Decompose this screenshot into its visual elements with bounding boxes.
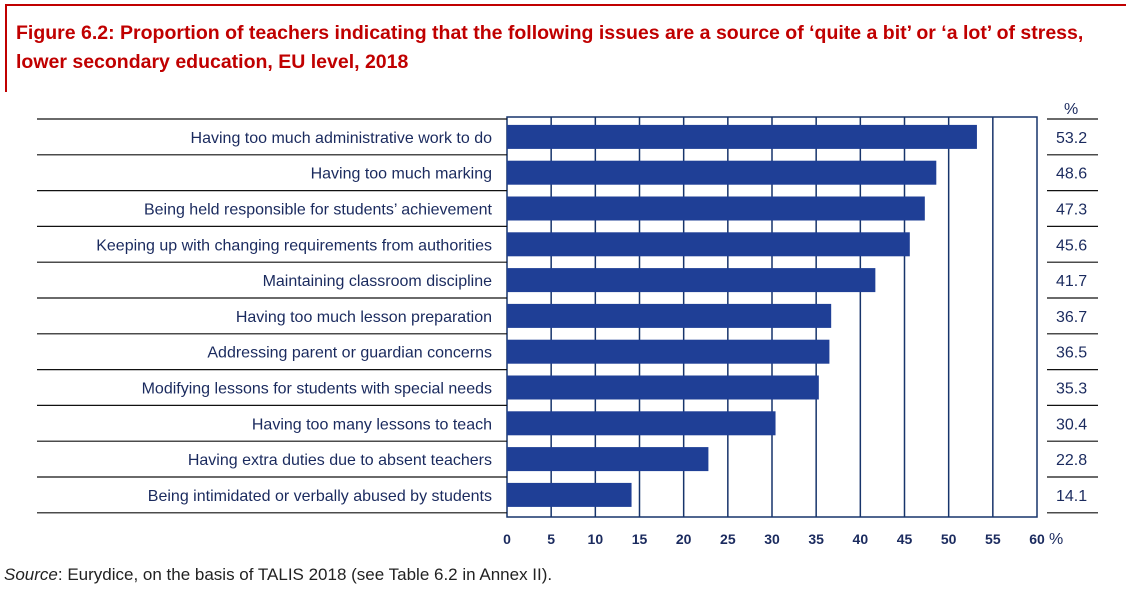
value-label: 53.2 [1056, 130, 1087, 147]
category-label: Maintaining classroom discipline [263, 273, 493, 290]
source-note: Source: Eurydice, on the basis of TALIS … [4, 565, 552, 585]
category-label: Addressing parent or guardian concerns [207, 345, 492, 362]
bar [507, 482, 632, 507]
category-label: Having too much marking [311, 166, 492, 183]
chart-title: Figure 6.2: Proportion of teachers indic… [16, 22, 1084, 73]
x-tick-label: 20 [676, 531, 692, 547]
x-tick-label: 45 [897, 531, 913, 547]
bar [507, 196, 925, 221]
bar [507, 375, 819, 400]
category-label: Modifying lessons for students with spec… [142, 381, 492, 398]
value-label: 47.3 [1056, 202, 1087, 219]
x-tick-label: 30 [764, 531, 780, 547]
value-label: 36.5 [1056, 345, 1087, 362]
bar [507, 232, 910, 257]
x-tick-label: 50 [941, 531, 957, 547]
value-column-header: % [1064, 101, 1078, 118]
bar [507, 303, 832, 328]
category-label: Being intimidated or verbally abused by … [148, 488, 492, 505]
value-label: 36.7 [1056, 309, 1087, 326]
category-label: Having too much lesson preparation [236, 309, 492, 326]
value-label: 41.7 [1056, 273, 1087, 290]
category-label: Having too many lessons to teach [252, 416, 492, 433]
value-label: 45.6 [1056, 237, 1087, 254]
bar [507, 268, 876, 293]
bar [507, 160, 937, 185]
value-label: 35.3 [1056, 381, 1087, 398]
bar [507, 339, 830, 364]
bar [507, 411, 776, 436]
x-axis-unit: % [1049, 531, 1063, 548]
x-tick-label: 15 [632, 531, 648, 547]
source-text: : Eurydice, on the basis of TALIS 2018 (… [57, 565, 553, 584]
category-label: Having too much administrative work to d… [191, 130, 493, 147]
x-tick-label: 40 [853, 531, 869, 547]
category-label: Being held responsible for students’ ach… [144, 202, 493, 219]
value-label: 22.8 [1056, 452, 1087, 469]
category-label: Keeping up with changing requirements fr… [96, 237, 492, 254]
x-tick-label: 60 [1029, 531, 1045, 547]
x-tick-label: 10 [588, 531, 604, 547]
bar [507, 447, 709, 472]
x-tick-label: 55 [985, 531, 1001, 547]
value-label: 30.4 [1056, 416, 1087, 433]
category-label: Having extra duties due to absent teache… [188, 452, 492, 469]
x-tick-label: 25 [720, 531, 736, 547]
x-tick-label: 0 [503, 531, 511, 547]
title-frame [5, 4, 1126, 92]
value-label: 48.6 [1056, 166, 1087, 183]
source-label: Source [4, 565, 58, 584]
value-label: 14.1 [1056, 488, 1087, 505]
x-tick-label: 5 [547, 531, 555, 547]
bar [507, 124, 977, 149]
x-tick-label: 35 [808, 531, 824, 547]
